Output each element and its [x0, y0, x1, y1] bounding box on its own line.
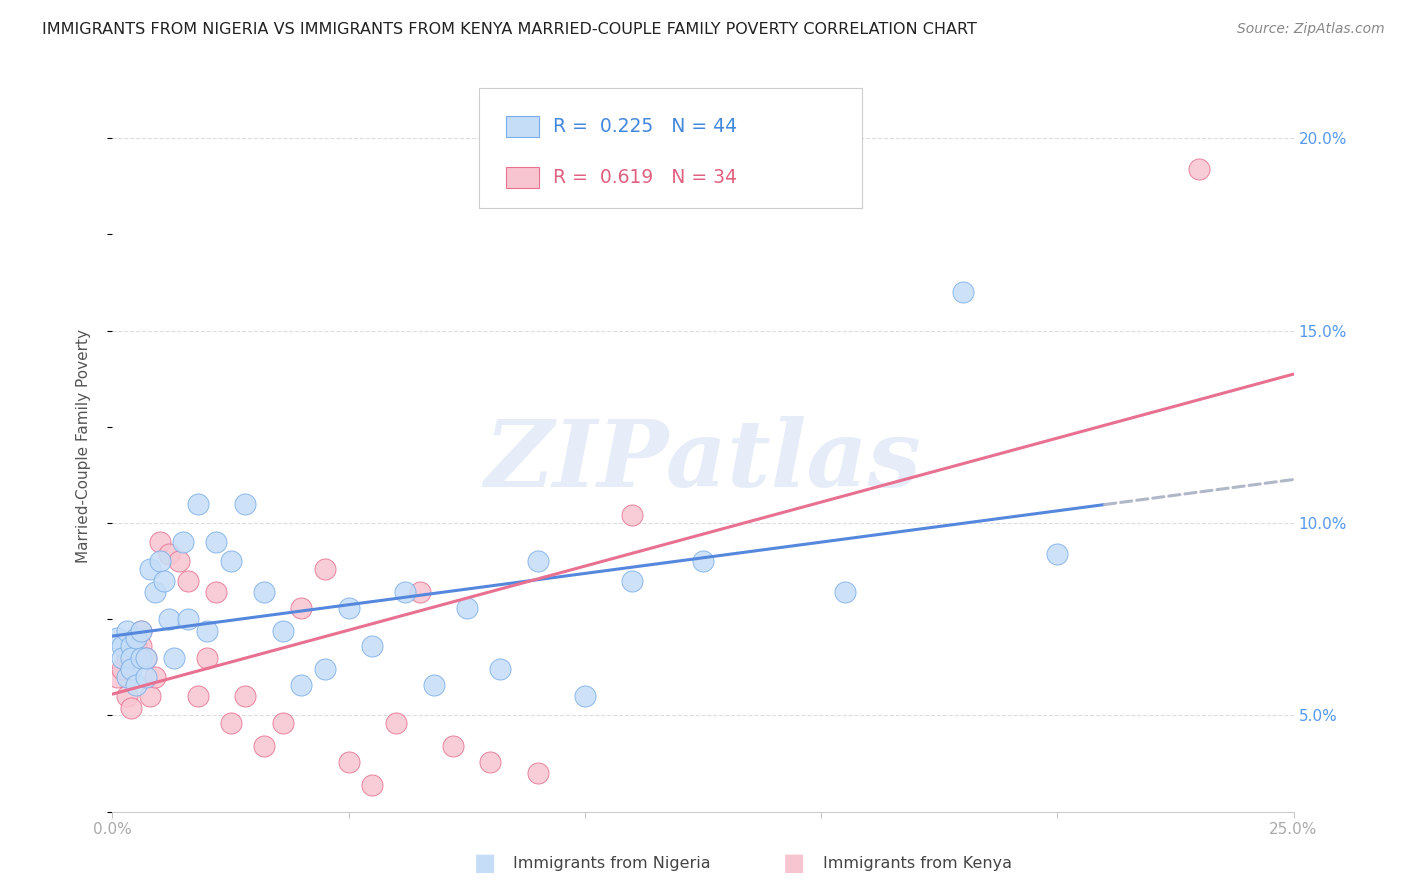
Point: [105, 670, 128, 684]
Point: [361, 639, 384, 653]
Point: [125, 678, 148, 692]
Point: [422, 678, 444, 692]
Point: [139, 562, 162, 576]
Point: [177, 574, 200, 588]
Point: [489, 662, 512, 676]
Text: Immigrants from Nigeria: Immigrants from Nigeria: [513, 856, 711, 871]
Point: [153, 574, 176, 588]
Point: [233, 690, 256, 704]
Point: [135, 650, 157, 665]
Point: [172, 535, 194, 549]
Text: Immigrants from Kenya: Immigrants from Kenya: [823, 856, 1011, 871]
Y-axis label: Married-Couple Family Poverty: Married-Couple Family Poverty: [76, 329, 91, 563]
Point: [129, 624, 152, 638]
Point: [253, 739, 276, 754]
Text: ■: ■: [783, 852, 806, 875]
Point: [120, 700, 142, 714]
Point: [167, 554, 190, 568]
Text: R =  0.225   N = 44: R = 0.225 N = 44: [553, 117, 737, 136]
FancyBboxPatch shape: [478, 87, 862, 209]
Point: [129, 624, 152, 638]
Point: [143, 670, 166, 684]
Point: [205, 535, 228, 549]
Point: [120, 639, 142, 653]
Point: [271, 716, 294, 731]
Point: [163, 650, 186, 665]
Point: [952, 285, 974, 299]
Point: [195, 650, 218, 665]
Point: [290, 600, 312, 615]
Point: [361, 778, 384, 792]
Point: [177, 612, 200, 626]
Point: [337, 755, 360, 769]
Point: [1046, 547, 1069, 561]
Point: [205, 585, 228, 599]
Point: [129, 650, 152, 665]
Point: [394, 585, 416, 599]
Point: [111, 639, 134, 653]
Point: [143, 585, 166, 599]
Point: [157, 547, 180, 561]
Point: [574, 690, 596, 704]
Point: [526, 766, 548, 780]
Point: [186, 690, 208, 704]
Point: [135, 650, 157, 665]
Text: IMMIGRANTS FROM NIGERIA VS IMMIGRANTS FROM KENYA MARRIED-COUPLE FAMILY POVERTY C: IMMIGRANTS FROM NIGERIA VS IMMIGRANTS FR…: [42, 22, 977, 37]
Text: R =  0.619   N = 34: R = 0.619 N = 34: [553, 168, 737, 187]
Point: [456, 600, 478, 615]
Point: [125, 632, 148, 646]
Point: [125, 639, 148, 653]
Point: [135, 670, 157, 684]
Point: [115, 624, 138, 638]
Point: [385, 716, 408, 731]
Point: [834, 585, 856, 599]
Text: Source: ZipAtlas.com: Source: ZipAtlas.com: [1237, 22, 1385, 37]
Point: [105, 632, 128, 646]
Point: [149, 535, 172, 549]
Point: [115, 690, 138, 704]
Text: ■: ■: [474, 852, 496, 875]
Point: [115, 650, 138, 665]
Point: [157, 612, 180, 626]
Point: [186, 497, 208, 511]
Point: [129, 639, 152, 653]
Point: [1188, 161, 1211, 176]
Point: [408, 585, 430, 599]
Text: ZIPatlas: ZIPatlas: [485, 416, 921, 506]
Point: [111, 650, 134, 665]
Point: [120, 650, 142, 665]
FancyBboxPatch shape: [506, 168, 538, 188]
Point: [195, 624, 218, 638]
Point: [290, 678, 312, 692]
Point: [120, 662, 142, 676]
Point: [621, 574, 644, 588]
Point: [111, 662, 134, 676]
Point: [139, 690, 162, 704]
Point: [219, 554, 242, 568]
Point: [233, 497, 256, 511]
Point: [149, 554, 172, 568]
Point: [253, 585, 276, 599]
Point: [337, 600, 360, 615]
Point: [115, 670, 138, 684]
FancyBboxPatch shape: [506, 116, 538, 136]
Point: [219, 716, 242, 731]
Point: [692, 554, 714, 568]
Point: [314, 662, 336, 676]
Point: [526, 554, 548, 568]
Point: [125, 632, 148, 646]
Point: [621, 508, 644, 523]
Point: [479, 755, 502, 769]
Point: [271, 624, 294, 638]
Point: [441, 739, 464, 754]
Point: [314, 562, 336, 576]
